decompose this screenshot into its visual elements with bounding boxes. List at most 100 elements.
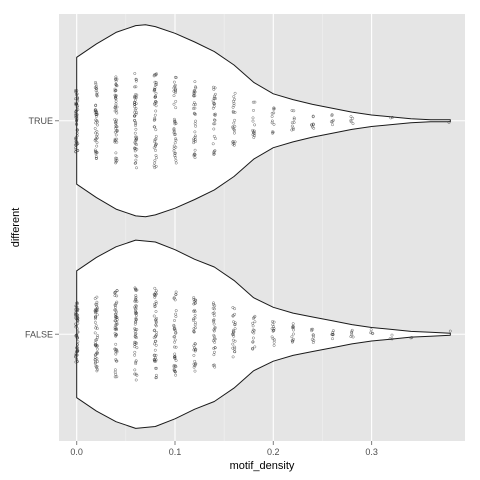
data-point (94, 80, 97, 84)
data-point (114, 308, 118, 312)
data-point (212, 134, 216, 138)
data-point (95, 327, 99, 330)
data-point (192, 309, 195, 313)
data-point (75, 350, 79, 354)
data-point (270, 121, 274, 125)
data-point (172, 363, 176, 367)
data-point (95, 347, 99, 351)
x-tick-label: 0.0 (70, 447, 83, 457)
data-point (134, 360, 138, 364)
data-point (172, 117, 176, 121)
violin-false (76, 239, 451, 429)
data-point (211, 303, 215, 306)
data-point (132, 114, 136, 118)
data-point (172, 367, 176, 371)
data-point (233, 140, 237, 144)
data-point (253, 314, 257, 318)
data-point (94, 137, 98, 141)
data-point (113, 139, 117, 142)
data-point (231, 105, 235, 109)
data-point (270, 115, 274, 118)
data-point (310, 338, 314, 342)
data-point (135, 341, 138, 345)
data-point (76, 321, 80, 325)
data-point (76, 104, 80, 108)
data-point (95, 111, 99, 115)
data-point (95, 300, 99, 304)
data-point (292, 109, 296, 113)
data-point (409, 336, 413, 340)
data-point (193, 112, 197, 116)
data-point (371, 332, 375, 336)
data-point (94, 82, 98, 86)
data-point (134, 122, 138, 126)
data-point (192, 107, 195, 110)
data-point (114, 333, 118, 337)
data-point (113, 137, 117, 141)
data-point (75, 117, 79, 121)
data-point (252, 108, 255, 112)
data-point (231, 342, 235, 346)
data-point (193, 106, 197, 110)
data-point (152, 146, 156, 150)
data-point (212, 320, 216, 324)
data-point (94, 156, 98, 160)
data-point (154, 148, 157, 152)
data-point (115, 128, 119, 132)
jitter-points (74, 72, 452, 382)
data-point (174, 373, 178, 377)
data-point (174, 138, 178, 142)
data-point (114, 316, 118, 320)
data-point (133, 368, 137, 372)
data-point (192, 330, 196, 334)
data-point (193, 323, 197, 327)
data-point (153, 86, 157, 90)
data-point (153, 113, 157, 117)
data-point (253, 345, 257, 349)
data-point (212, 127, 216, 131)
data-point (233, 350, 236, 354)
data-point (154, 366, 158, 370)
data-point (154, 128, 158, 132)
data-point (114, 334, 118, 338)
data-point (173, 319, 176, 322)
data-point (154, 137, 158, 141)
data-point (134, 362, 138, 366)
data-point (233, 91, 237, 95)
data-point (212, 153, 216, 156)
data-point (134, 316, 138, 320)
data-point (292, 127, 295, 131)
data-point (251, 336, 255, 340)
data-point (75, 353, 79, 357)
data-point (173, 122, 177, 126)
data-point (311, 123, 315, 127)
data-point (310, 123, 314, 127)
data-point (76, 316, 80, 320)
data-point (172, 146, 176, 150)
data-point (232, 127, 236, 131)
data-point (114, 75, 118, 79)
data-point (114, 161, 118, 165)
data-point (133, 131, 137, 135)
data-point (213, 92, 217, 96)
data-point (76, 96, 80, 100)
data-point (152, 353, 156, 357)
data-point (192, 153, 196, 157)
data-point (192, 365, 196, 369)
data-point (114, 88, 118, 92)
data-point (74, 146, 78, 150)
data-point (331, 123, 334, 127)
data-point (290, 128, 294, 132)
data-point (113, 325, 117, 329)
data-point (310, 327, 313, 331)
data-point (75, 346, 79, 350)
data-point (75, 327, 79, 331)
data-point (231, 110, 235, 114)
data-point (311, 333, 315, 337)
data-point (153, 305, 157, 309)
axes: 0.0 0.1 0.2 0.3 TRUE FALSE (25, 116, 378, 457)
data-point (212, 96, 216, 100)
data-point (155, 156, 158, 160)
data-point (388, 337, 392, 341)
data-point (153, 138, 157, 142)
